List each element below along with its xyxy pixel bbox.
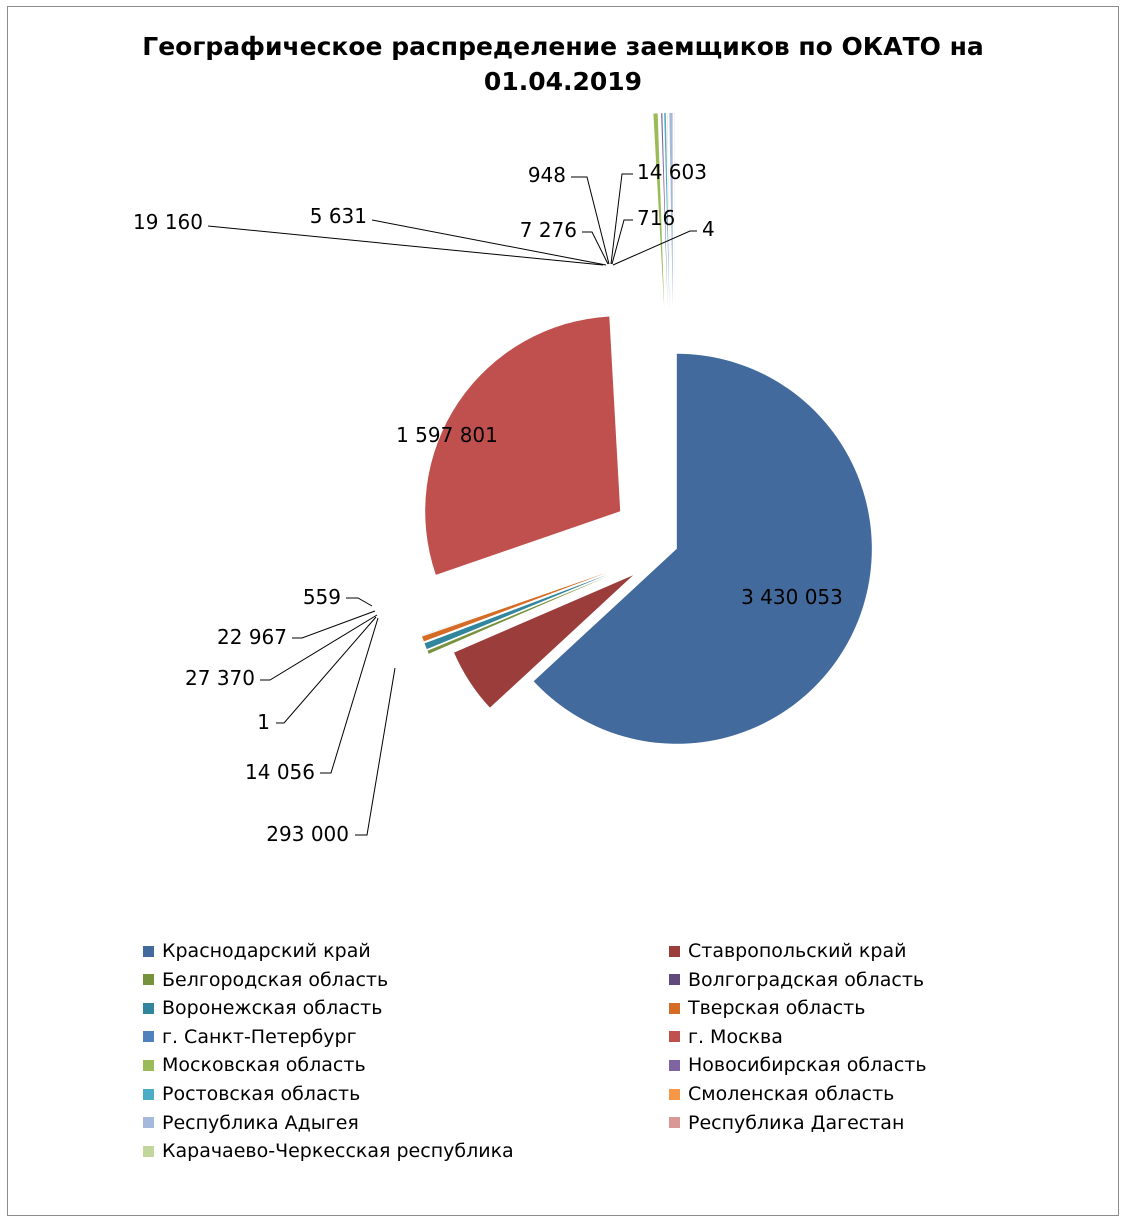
leader-line-ставропольский-край (355, 668, 395, 835)
legend-item-смоленская-область: Смоленская область (669, 1080, 894, 1108)
legend-swatch (143, 1003, 154, 1014)
legend-swatch (669, 1003, 680, 1014)
legend-item-ставропольский-край: Ставропольский край (669, 937, 906, 965)
data-label-московская-область: 19 160 (133, 210, 203, 234)
legend-label: Краснодарский край (162, 940, 371, 962)
legend-item-краснодарский-край: Краснодарский край (143, 937, 371, 965)
data-label-тверская-область: 22 967 (217, 625, 287, 649)
legend-item-г-санкт-петербург: г. Санкт-Петербург (143, 1023, 357, 1051)
data-label-г-санкт-петербург: 559 (303, 585, 341, 609)
legend-item-г-москва: г. Москва (669, 1023, 783, 1051)
data-label-новосибирская-область: 5 631 (310, 204, 367, 228)
legend-label: Волгоградская область (688, 969, 924, 991)
legend-swatch (669, 1089, 680, 1100)
data-label-смоленская-область: 948 (528, 163, 566, 187)
legend-swatch (143, 1117, 154, 1128)
leader-line-волгоградская-область (276, 617, 376, 723)
data-label-воронежская-область: 27 370 (185, 666, 255, 690)
legend-label: Тверская область (688, 997, 865, 1019)
legend-swatch (143, 1060, 154, 1071)
legend-label: Республика Дагестан (688, 1112, 904, 1134)
legend-label: Ростовская область (162, 1083, 360, 1105)
legend-item-карачаево-черкесская-республика: Карачаево-Черкесская республика (143, 1137, 514, 1165)
legend-swatch (669, 974, 680, 985)
leader-line-карачаево-черкесская-республика (613, 231, 697, 265)
pie-chart: 3 430 053 1 597 801 293 000 14 056 127 370 22… (0, 0, 1127, 930)
legend-swatch (669, 946, 680, 957)
data-label-ставропольский-край: 293 000 (266, 822, 349, 846)
legend-label: Ставропольский край (688, 940, 906, 962)
legend-item-воронежская-область: Воронежская область (143, 994, 382, 1022)
legend-item-белгородская-область: Белгородская область (143, 966, 388, 994)
legend-swatch (143, 1146, 154, 1157)
data-label-карачаево-черкесская-республика: 4 (702, 217, 715, 241)
data-label-белгородская-область: 14 056 (245, 760, 315, 784)
legend-label: Смоленская область (688, 1083, 894, 1105)
legend-item-волгоградская-область: Волгоградская область (669, 966, 924, 994)
data-label-ростовская-область: 7 276 (520, 218, 577, 242)
legend-item-республика-адыгея: Республика Адыгея (143, 1109, 359, 1137)
legend-label: Белгородская область (162, 969, 388, 991)
legend-item-новосибирская-область: Новосибирская область (669, 1051, 927, 1079)
legend-swatch (143, 1031, 154, 1042)
legend-swatch (669, 1060, 680, 1071)
legend-swatch (669, 1117, 680, 1128)
data-label-республика-дагестан: 716 (637, 206, 675, 230)
legend-swatch (143, 946, 154, 957)
legend-label: Карачаево-Черкесская республика (162, 1140, 514, 1162)
data-label-республика-адыгея: 14 603 (637, 160, 707, 184)
legend-label: Воронежская область (162, 997, 382, 1019)
leader-line-тверская-область (292, 611, 375, 638)
leader-line-г-санкт-петербург (346, 598, 372, 606)
legend-swatch (143, 974, 154, 985)
leader-line-ростовская-область (582, 232, 608, 264)
leader-line-республика-адыгея (611, 174, 633, 264)
legend-label: г. Москва (688, 1026, 783, 1048)
data-label-г-москва: 1 597 801 (396, 423, 498, 447)
legend-label: г. Санкт-Петербург (162, 1026, 357, 1048)
legend-item-московская-область: Московская область (143, 1051, 366, 1079)
legend-label: Республика Адыгея (162, 1112, 359, 1134)
legend-label: Московская область (162, 1054, 366, 1076)
legend-item-республика-дагестан: Республика Дагестан (669, 1109, 904, 1137)
data-label-краснодарский-край: 3 430 053 (741, 585, 843, 609)
legend-swatch (143, 1089, 154, 1100)
leader-line-белгородская-область (320, 618, 378, 773)
legend-swatch (669, 1031, 680, 1042)
legend-label: Новосибирская область (688, 1054, 927, 1076)
legend-item-тверская-область: Тверская область (669, 994, 865, 1022)
data-label-волгоградская-область: 1 (257, 710, 270, 734)
legend-item-ростовская-область: Ростовская область (143, 1080, 360, 1108)
